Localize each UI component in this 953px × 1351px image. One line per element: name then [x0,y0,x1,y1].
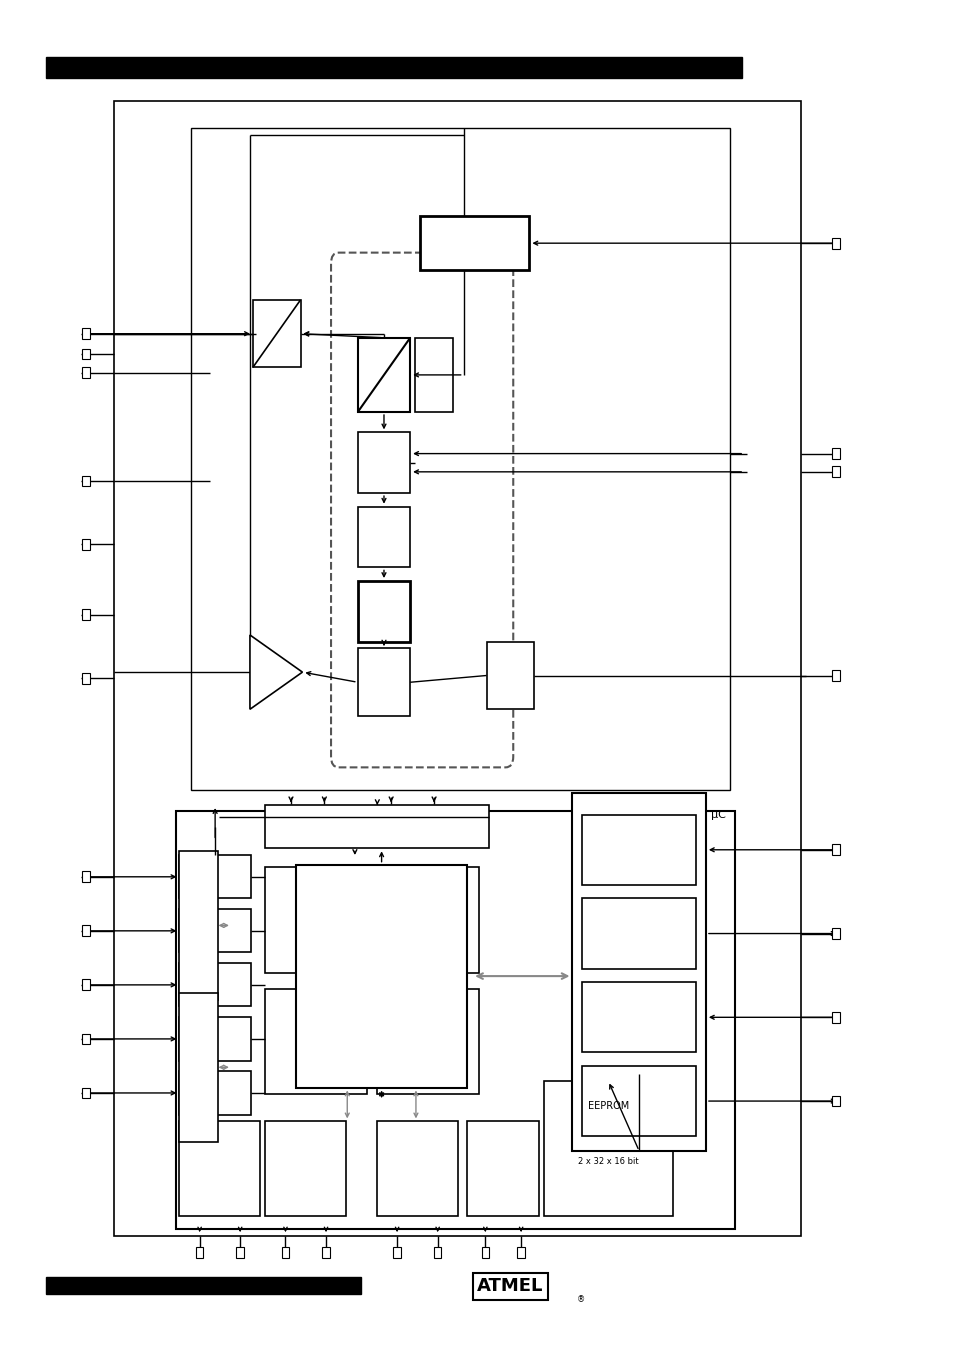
Bar [82,871,90,882]
Bar [581,1066,696,1136]
Bar [82,925,90,936]
Bar [295,865,467,1088]
Bar [46,1277,360,1294]
Bar [486,642,534,709]
Bar [179,963,251,1006]
Bar [82,476,90,486]
Bar [82,979,90,990]
Bar [114,101,801,1236]
Bar [265,805,489,848]
Text: ®: ® [577,1296,585,1304]
Bar [572,793,705,1151]
Bar [176,811,734,1229]
Bar [191,128,729,790]
Bar [831,1012,839,1023]
Bar [393,1247,400,1258]
Bar [179,1071,251,1115]
Bar [179,851,217,1000]
Bar [543,1081,672,1216]
Polygon shape [250,635,302,709]
Text: 2 x 32 x 16 bit: 2 x 32 x 16 bit [578,1158,638,1166]
Text: EEPROM: EEPROM [587,1101,628,1111]
Bar [236,1247,244,1258]
Bar [82,367,90,378]
Bar [179,1121,260,1216]
Bar [357,338,410,412]
Bar [581,982,696,1052]
Bar [46,57,741,78]
Bar [82,609,90,620]
Bar [265,989,367,1094]
Bar [179,909,251,952]
Text: ATMEL: ATMEL [476,1277,543,1296]
Bar [831,844,839,855]
Bar [415,338,453,412]
Bar [831,449,839,459]
Bar [831,1096,839,1106]
Bar [265,1121,346,1216]
Bar [82,673,90,684]
FancyBboxPatch shape [331,253,513,767]
Bar [357,507,410,567]
Bar [831,670,839,681]
Bar [265,867,367,973]
Text: µC: µC [710,811,725,820]
Bar [82,539,90,550]
Bar [82,1088,90,1098]
Bar [581,898,696,969]
Bar [82,328,90,339]
Bar [434,1247,441,1258]
Bar [831,928,839,939]
Bar [179,1017,251,1061]
Bar [419,216,529,270]
Bar [179,993,217,1142]
Bar [357,432,410,493]
Bar [82,1034,90,1044]
Bar [376,1121,457,1216]
Bar [467,1121,538,1216]
Bar [831,466,839,477]
Bar [322,1247,330,1258]
Bar [357,581,410,642]
Bar [281,1247,289,1258]
Bar [195,1247,203,1258]
Bar [253,300,300,367]
Bar [357,648,410,716]
Bar [179,855,251,898]
Bar [831,238,839,249]
Bar [481,1247,489,1258]
Bar [376,867,478,973]
Bar [517,1247,524,1258]
Bar [376,989,478,1094]
Bar [82,349,90,359]
Bar [581,815,696,885]
